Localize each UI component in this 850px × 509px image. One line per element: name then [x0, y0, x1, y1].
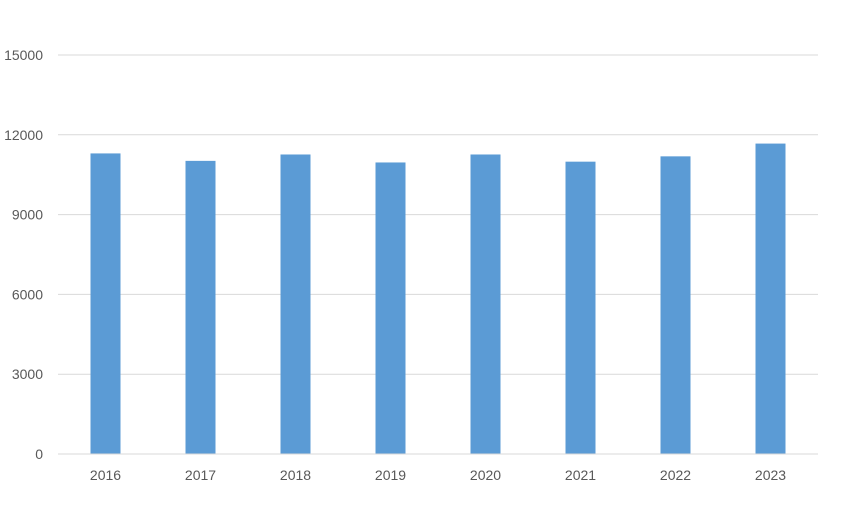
- x-tick-label: 2022: [660, 467, 691, 483]
- bar-2020: [470, 154, 501, 454]
- x-tick-label: 2018: [280, 467, 311, 483]
- gridlines: [58, 54, 818, 375]
- y-tick-label: 9000: [12, 207, 43, 223]
- x-tick-label: 2021: [565, 467, 596, 483]
- bar-2019: [375, 162, 406, 455]
- y-tick-label: 3000: [12, 366, 43, 382]
- y-tick-label: 15000: [4, 47, 43, 63]
- x-tick-label: 2016: [90, 467, 121, 483]
- bar-2016: [90, 153, 121, 455]
- bars: [90, 143, 786, 455]
- y-tick-label: 0: [35, 446, 43, 462]
- bar-2022: [660, 156, 691, 454]
- bar-2023: [755, 143, 786, 454]
- bar-2018: [280, 154, 311, 454]
- x-axis-tick-labels: 2016 2017 2018 2019 2020 2021 2022 2023: [90, 467, 786, 483]
- y-tick-label: 6000: [12, 286, 43, 302]
- x-tick-label: 2023: [755, 467, 786, 483]
- x-tick-label: 2020: [470, 467, 501, 483]
- y-axis-tick-labels: 0 3000 6000 9000 12000 15000: [4, 47, 43, 462]
- x-tick-label: 2019: [375, 467, 406, 483]
- y-tick-label: 12000: [4, 127, 43, 143]
- x-tick-label: 2017: [185, 467, 216, 483]
- bar-2021: [565, 161, 596, 454]
- bar-2017: [185, 160, 216, 455]
